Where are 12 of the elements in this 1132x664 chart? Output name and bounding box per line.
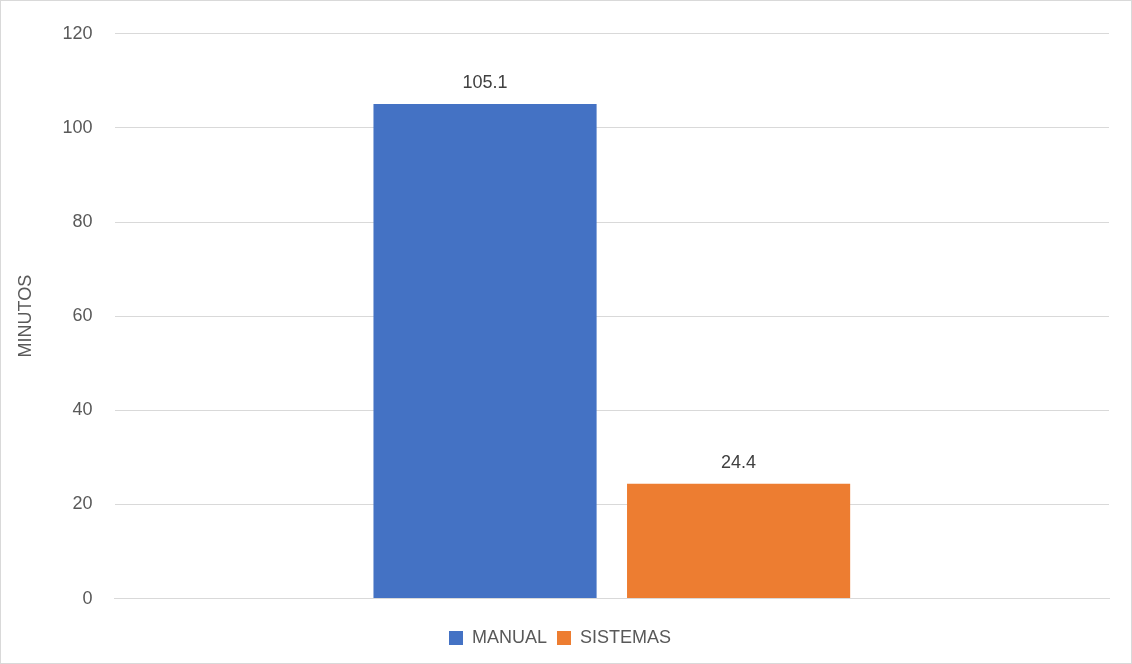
data-label: 105.1 (462, 71, 508, 92)
legend-label: SISTEMAS (580, 626, 672, 647)
y-axis-title: MINUTOS (14, 274, 35, 358)
y-tick-label: 60 (72, 305, 93, 326)
y-tick-label: 80 (72, 211, 93, 232)
data-label: 24.4 (721, 451, 757, 472)
y-tick-label: 20 (72, 493, 93, 514)
legend-label: MANUAL (471, 626, 547, 647)
y-tick-label: 120 (62, 22, 93, 43)
y-tick-label: 100 (62, 116, 93, 137)
y-tick-label: 0 (82, 587, 93, 608)
y-tick-label: 40 (72, 399, 93, 420)
